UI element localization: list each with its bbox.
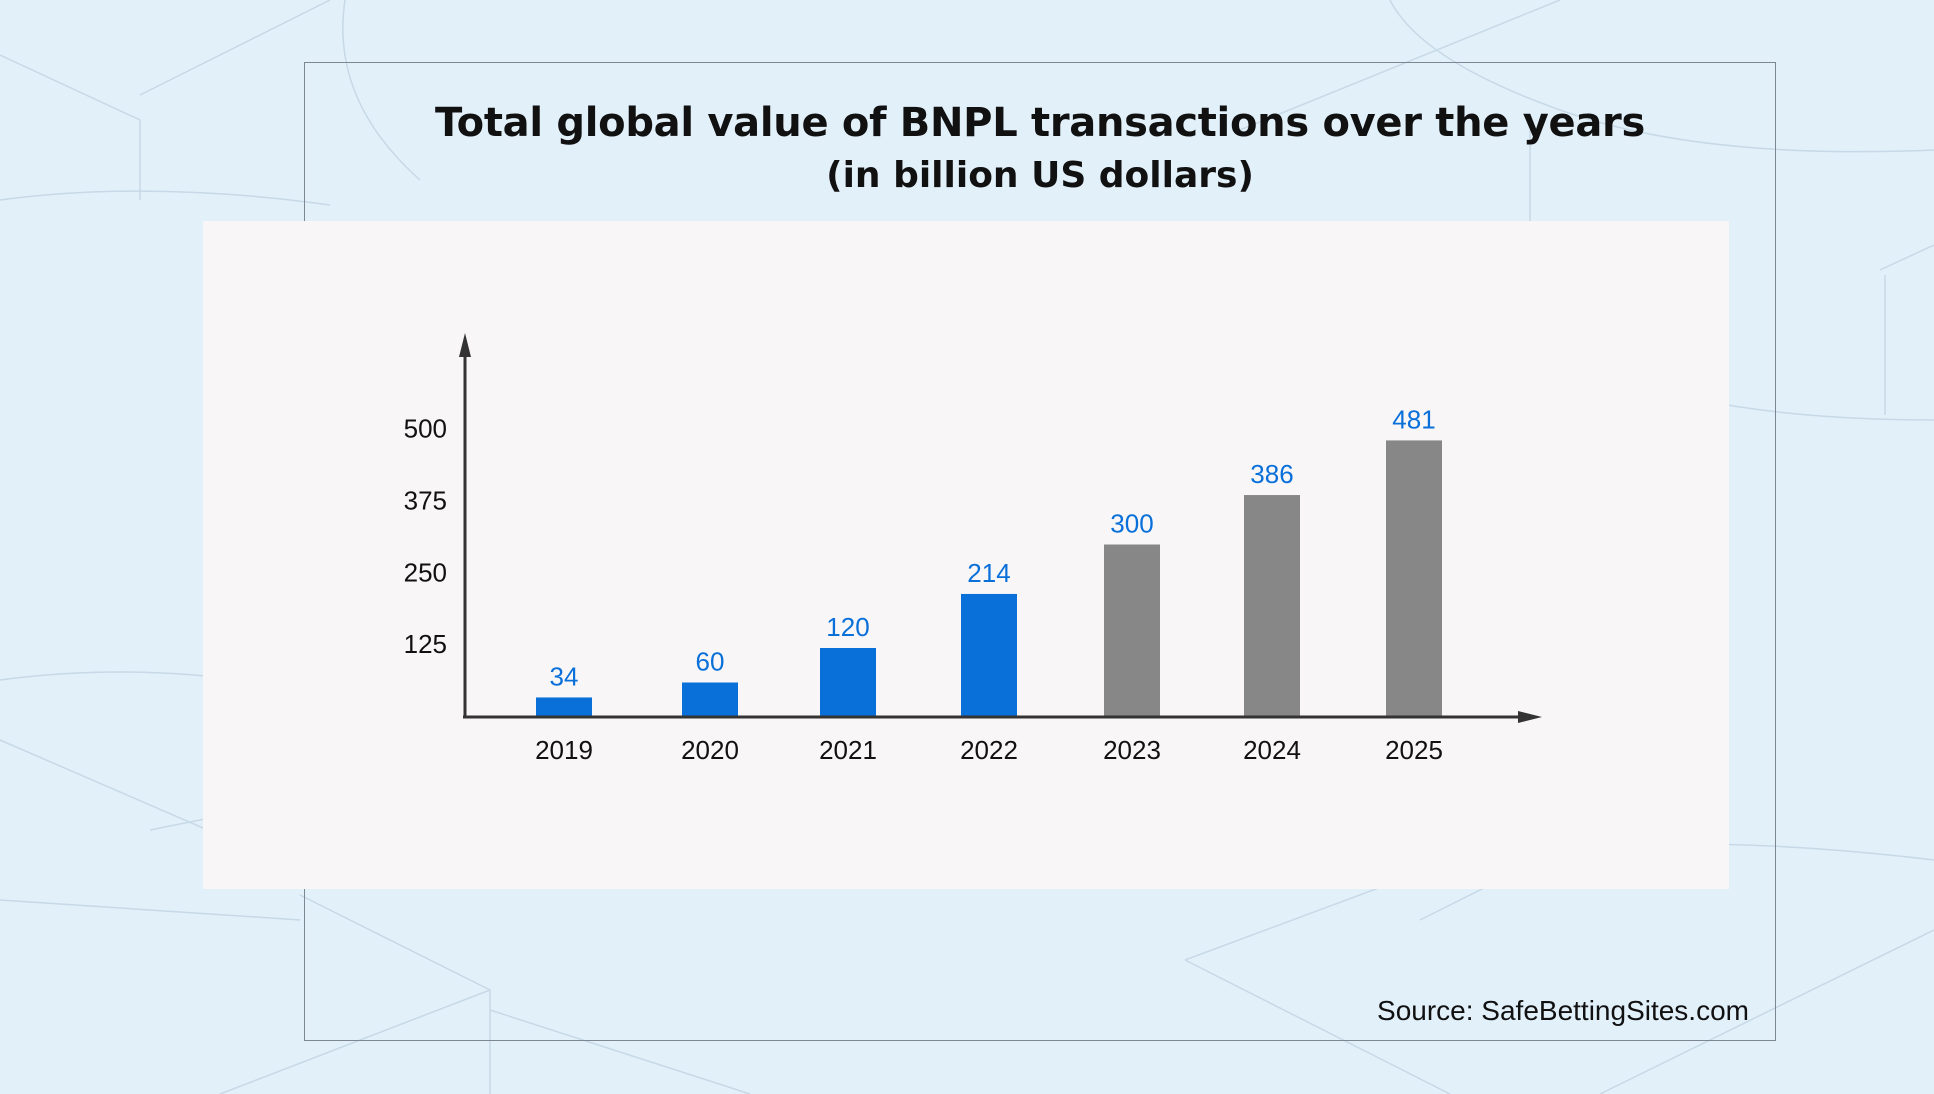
bar-2019 <box>536 697 592 717</box>
bar-2023 <box>1104 544 1160 717</box>
y-axis-arrow-icon <box>459 333 471 357</box>
y-tick-label-375: 375 <box>404 485 447 515</box>
axes-layer <box>459 333 1542 723</box>
source-credit: Source: SafeBettingSites.com <box>1377 995 1749 1026</box>
bars-layer <box>536 440 1442 717</box>
value-label-2025: 481 <box>1392 404 1435 434</box>
labels-layer: 34 2019 60 2020 120 2021 214 2022 300 2023 386 2024… <box>404 404 1443 765</box>
chart-title: Total global value of BNPL transactions … <box>435 100 1645 146</box>
x-axis-arrow-icon <box>1518 711 1542 723</box>
bar-2021 <box>820 648 876 717</box>
x-tick-label-2021: 2021 <box>819 735 877 765</box>
chart-panel <box>203 221 1729 889</box>
x-tick-label-2025: 2025 <box>1385 735 1443 765</box>
x-tick-label-2019: 2019 <box>535 735 593 765</box>
bar-2022 <box>961 593 1017 717</box>
value-label-2024: 386 <box>1250 459 1293 489</box>
chart-subtitle: (in billion US dollars) <box>826 155 1254 196</box>
value-label-2021: 120 <box>826 612 869 642</box>
bar-2025 <box>1386 440 1442 717</box>
value-label-2019: 34 <box>550 661 579 691</box>
x-tick-label-2023: 2023 <box>1103 735 1161 765</box>
y-tick-label-125: 125 <box>404 629 447 659</box>
value-label-2020: 60 <box>696 647 725 677</box>
value-label-2023: 300 <box>1110 509 1153 539</box>
y-tick-label-500: 500 <box>404 414 447 444</box>
x-tick-label-2024: 2024 <box>1243 735 1301 765</box>
y-tick-label-250: 250 <box>404 557 447 587</box>
value-label-2022: 214 <box>967 558 1010 588</box>
x-tick-label-2022: 2022 <box>960 735 1018 765</box>
x-tick-label-2020: 2020 <box>681 735 739 765</box>
bar-2020 <box>682 682 738 717</box>
bar-2024 <box>1244 495 1300 717</box>
